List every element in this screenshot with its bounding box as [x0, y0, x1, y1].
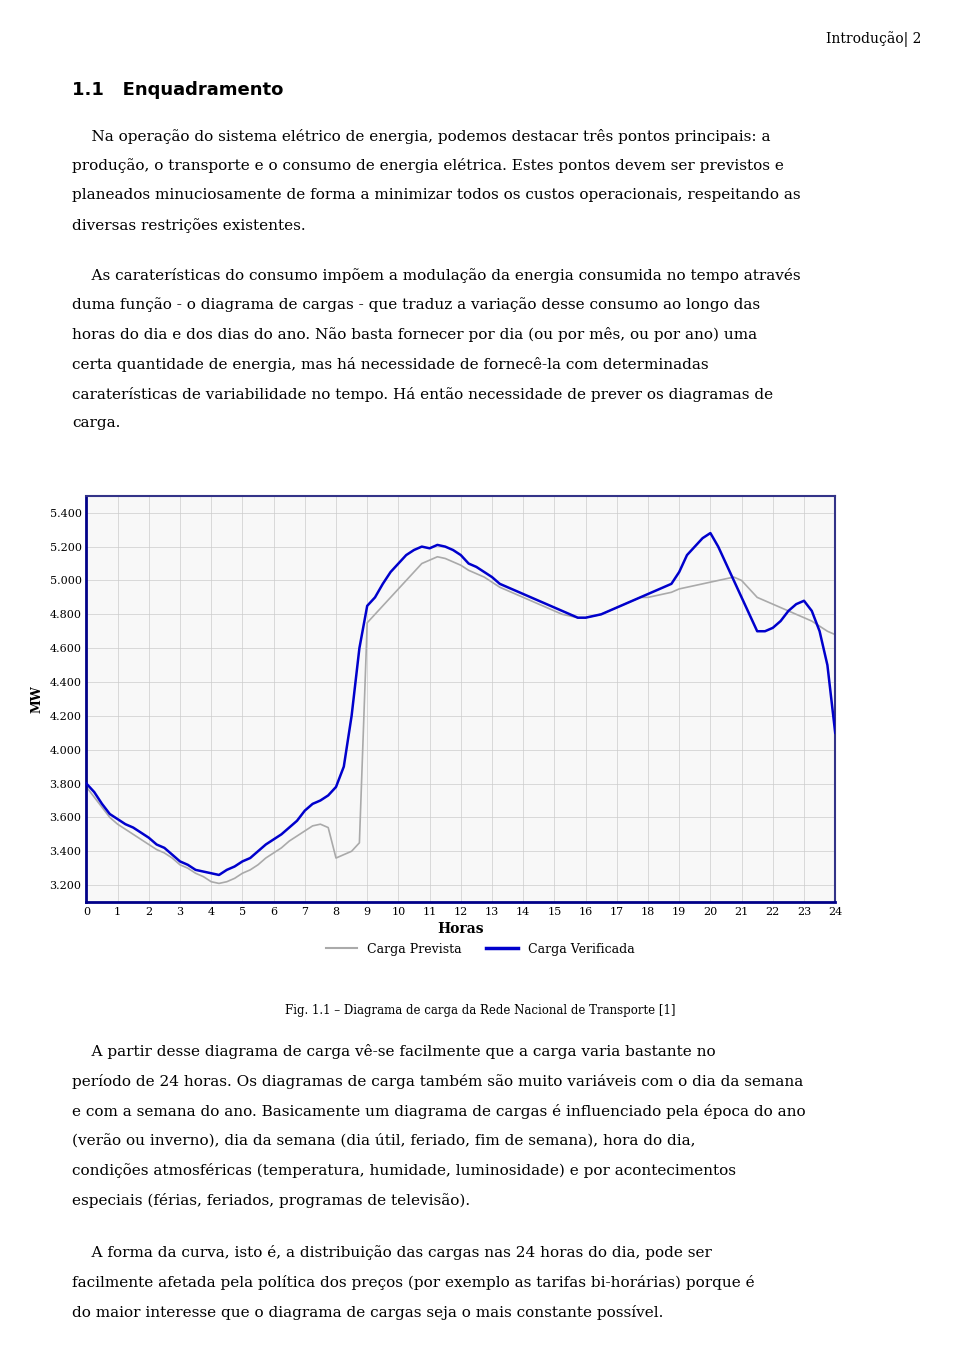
Text: A forma da curva, isto é, a distribuição das cargas nas 24 horas do dia, pode se: A forma da curva, isto é, a distribuição…	[72, 1246, 712, 1261]
X-axis label: Horas: Horas	[438, 922, 484, 937]
Text: duma função - o diagrama de cargas - que traduz a variação desse consumo ao long: duma função - o diagrama de cargas - que…	[72, 298, 760, 313]
Text: A partir desse diagrama de carga vê-se facilmente que a carga varia bastante no: A partir desse diagrama de carga vê-se f…	[72, 1044, 715, 1059]
Text: Na operação do sistema elétrico de energia, podemos destacar três pontos princip: Na operação do sistema elétrico de energ…	[72, 129, 771, 144]
Text: As caraterísticas do consumo impõem a modulação da energia consumida no tempo at: As caraterísticas do consumo impõem a mo…	[72, 268, 801, 283]
Text: horas do dia e dos dias do ano. Não basta fornecer por dia (ou por mês, ou por a: horas do dia e dos dias do ano. Não bast…	[72, 328, 757, 343]
Text: diversas restrições existentes.: diversas restrições existentes.	[72, 218, 305, 233]
Text: certa quantidade de energia, mas há necessidade de fornecê-la com determinadas: certa quantidade de energia, mas há nece…	[72, 357, 708, 372]
Text: Introdução| 2: Introdução| 2	[827, 31, 922, 47]
Text: carga.: carga.	[72, 417, 120, 431]
Text: caraterísticas de variabilidade no tempo. Há então necessidade de prever os diag: caraterísticas de variabilidade no tempo…	[72, 387, 773, 402]
Text: condições atmosféricas (temperatura, humidade, luminosidade) e por acontecimento: condições atmosféricas (temperatura, hum…	[72, 1163, 736, 1178]
Text: do maior interesse que o diagrama de cargas seja o mais constante possível.: do maior interesse que o diagrama de car…	[72, 1305, 663, 1320]
Text: planeados minuciosamente de forma a minimizar todos os custos operacionais, resp: planeados minuciosamente de forma a mini…	[72, 188, 801, 202]
Text: e com a semana do ano. Basicamente um diagrama de cargas é influenciado pela épo: e com a semana do ano. Basicamente um di…	[72, 1104, 805, 1118]
Text: período de 24 horas. Os diagramas de carga também são muito variáveis com o dia : período de 24 horas. Os diagramas de car…	[72, 1074, 804, 1089]
Text: produção, o transporte e o consumo de energia elétrica. Estes pontos devem ser p: produção, o transporte e o consumo de en…	[72, 158, 784, 173]
Text: especiais (férias, feriados, programas de televisão).: especiais (férias, feriados, programas d…	[72, 1193, 470, 1208]
Text: Fig. 1.1 – Diagrama de carga da Rede Nacional de Transporte [1]: Fig. 1.1 – Diagrama de carga da Rede Nac…	[285, 1003, 675, 1017]
Text: facilmente afetada pela política dos preços (por exemplo as tarifas bi-horárias): facilmente afetada pela política dos pre…	[72, 1275, 755, 1290]
Text: (verão ou inverno), dia da semana (dia útil, feriado, fim de semana), hora do di: (verão ou inverno), dia da semana (dia ú…	[72, 1133, 695, 1148]
Legend: Carga Prevista, Carga Verificada: Carga Prevista, Carga Verificada	[321, 938, 639, 961]
Y-axis label: MW: MW	[31, 685, 44, 712]
Text: 1.1   Enquadramento: 1.1 Enquadramento	[72, 81, 283, 99]
